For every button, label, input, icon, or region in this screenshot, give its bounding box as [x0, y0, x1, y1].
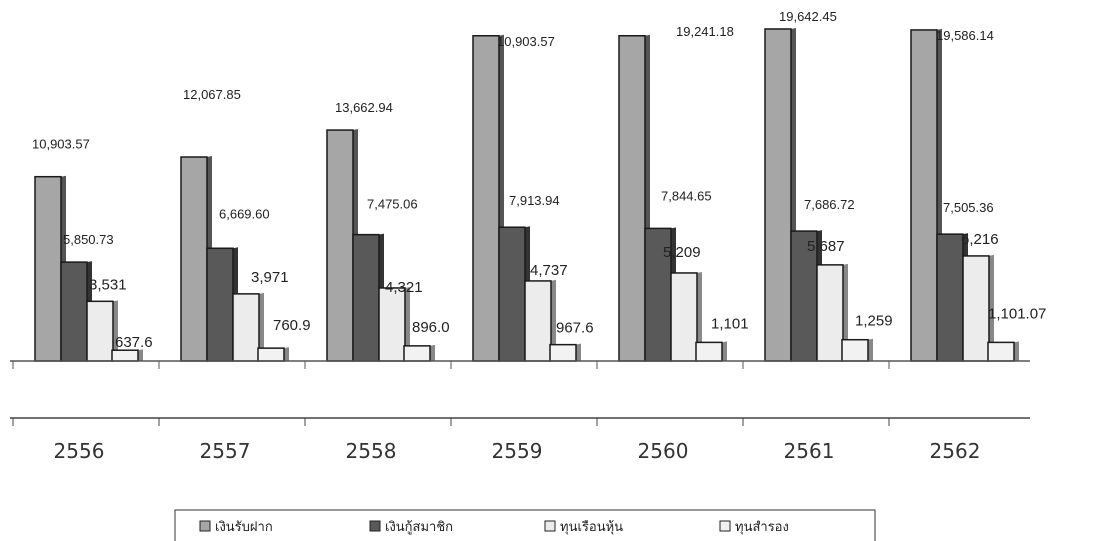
bar-2559-s4 — [549, 343, 577, 362]
category-label-2556: 2556 — [54, 439, 105, 463]
bar-2562-s1 — [910, 29, 938, 362]
category-label-2561: 2561 — [784, 439, 835, 463]
category-label-2562: 2562 — [930, 439, 981, 463]
axis-ticks — [12, 361, 890, 426]
bar-side-2556-s3 — [113, 300, 118, 361]
bar-2562-s2 — [936, 233, 964, 362]
bar-2561-s3 — [816, 264, 844, 362]
value-label-2561-s2: 7,686.72 — [804, 197, 855, 212]
value-label-2562-s4: 1,101.07 — [988, 305, 1046, 322]
bar-side-2560-s4 — [722, 341, 727, 361]
bar-side-2562-s4 — [1014, 341, 1019, 361]
value-label-2561-s4: 1,259 — [855, 313, 893, 330]
bar-side-2561-s4 — [868, 338, 873, 361]
bar-2560-s3 — [670, 272, 698, 362]
value-label-2562-s3: 6,216 — [961, 231, 999, 248]
value-label-2557-s1: 12,067.85 — [183, 87, 241, 102]
bar-2558-s1 — [326, 129, 354, 362]
bar-2559-s1 — [472, 35, 500, 362]
bar-2558-s3 — [378, 287, 406, 362]
value-label-2560-s1: 19,241.18 — [676, 24, 734, 39]
bars-layer — [34, 27, 1019, 362]
value-label-2562-s2: 7,505.36 — [943, 200, 994, 215]
bar-2561-s1 — [764, 28, 792, 362]
bar-2559-s2 — [498, 226, 526, 362]
value-label-2559-s2: 7,913.94 — [509, 193, 560, 208]
value-label-2557-s4: 760.9 — [273, 317, 311, 334]
value-label-2561-s3: 5,687 — [807, 238, 845, 255]
category-label-2558: 2558 — [346, 439, 397, 463]
value-label-2556-s2: 5,850.73 — [63, 232, 114, 247]
bar-side-2558-s3 — [405, 286, 410, 361]
bar-side-2562-s3 — [989, 254, 994, 361]
value-label-2560-s4: 1,101 — [711, 315, 749, 332]
value-label-2556-s1: 10,903.57 — [32, 137, 90, 152]
legend-swatch-1 — [199, 520, 211, 532]
value-label-2557-s3: 3,971 — [251, 269, 289, 286]
bar-side-2561-s3 — [843, 263, 848, 361]
legend-label-2: เงินกู้สมาชิก — [385, 520, 453, 535]
value-label-2558-s3: 4,321 — [385, 279, 423, 296]
bar-2560-s4 — [695, 341, 723, 362]
value-label-2560-s2: 7,844.65 — [661, 188, 712, 203]
value-label-2556-s4: 637.6 — [115, 334, 153, 351]
category-label-2557: 2557 — [200, 439, 251, 463]
bar-side-2558-s4 — [430, 344, 435, 361]
bar-side-2557-s3 — [259, 292, 264, 361]
legend: เงินรับฝาก เงินกู้สมาชิก ทุนเรือนหุ้น ทุนสำ… — [174, 509, 876, 541]
bar-2557-s1 — [180, 156, 208, 362]
value-label-2560-s3: 5,209 — [663, 244, 701, 261]
bar-side-2557-s4 — [284, 347, 289, 361]
bar-2556-s4 — [111, 349, 139, 362]
category-label-2560: 2560 — [638, 439, 689, 463]
bar-2556-s3 — [86, 300, 114, 362]
bar-2557-s4 — [257, 347, 285, 362]
legend-swatch-4 — [719, 520, 731, 532]
bar-side-2556-s4 — [138, 349, 143, 361]
legend-box — [174, 509, 876, 541]
bar-2558-s2 — [352, 233, 380, 362]
bar-2559-s3 — [524, 280, 552, 362]
bar-2557-s2 — [206, 247, 234, 362]
value-label-2559-s4: 967.6 — [556, 320, 594, 337]
bar-2556-s1 — [34, 175, 62, 362]
value-label-2561-s1: 19,642.45 — [779, 9, 837, 24]
legend-label-3: ทุนเรือนหุ้น — [560, 519, 623, 535]
value-label-2557-s2: 6,669.60 — [219, 206, 270, 221]
value-label-2558-s4: 896.0 — [412, 319, 450, 336]
bar-2560-s1 — [618, 35, 646, 362]
category-labels: 2556 2557 2558 2559 2560 2561 2562 — [54, 439, 981, 463]
value-label-2559-s1: 10,903.57 — [497, 34, 555, 49]
value-label-2558-s1: 13,662.94 — [335, 100, 393, 115]
category-label-2559: 2559 — [492, 439, 543, 463]
bar-side-2559-s3 — [551, 279, 556, 361]
legend-label-4: ทุนสำรอง — [735, 520, 789, 535]
legend-swatch-2 — [369, 520, 381, 532]
bar-2558-s4 — [403, 345, 431, 362]
legend-label-1: เงินรับฝาก — [215, 520, 273, 535]
bar-side-2560-s3 — [697, 271, 702, 361]
bar-2562-s4 — [987, 341, 1015, 362]
value-label-2559-s3: 4,737 — [530, 262, 568, 279]
value-labels-layer: 10,903.57 5,850.73 3,531 637.6 12,067.85 6,66… — [32, 9, 1046, 351]
legend-swatch-3 — [544, 520, 556, 532]
value-label-2558-s2: 7,475.06 — [367, 197, 418, 212]
bar-2562-s3 — [962, 255, 990, 362]
bar-2561-s4 — [841, 338, 869, 362]
value-label-2562-s1: 19,586.14 — [936, 28, 994, 43]
bar-2556-s2 — [60, 261, 88, 362]
value-label-2556-s3: 3,531 — [89, 276, 127, 293]
bar-side-2559-s4 — [576, 343, 581, 361]
bar-2557-s3 — [232, 293, 260, 362]
